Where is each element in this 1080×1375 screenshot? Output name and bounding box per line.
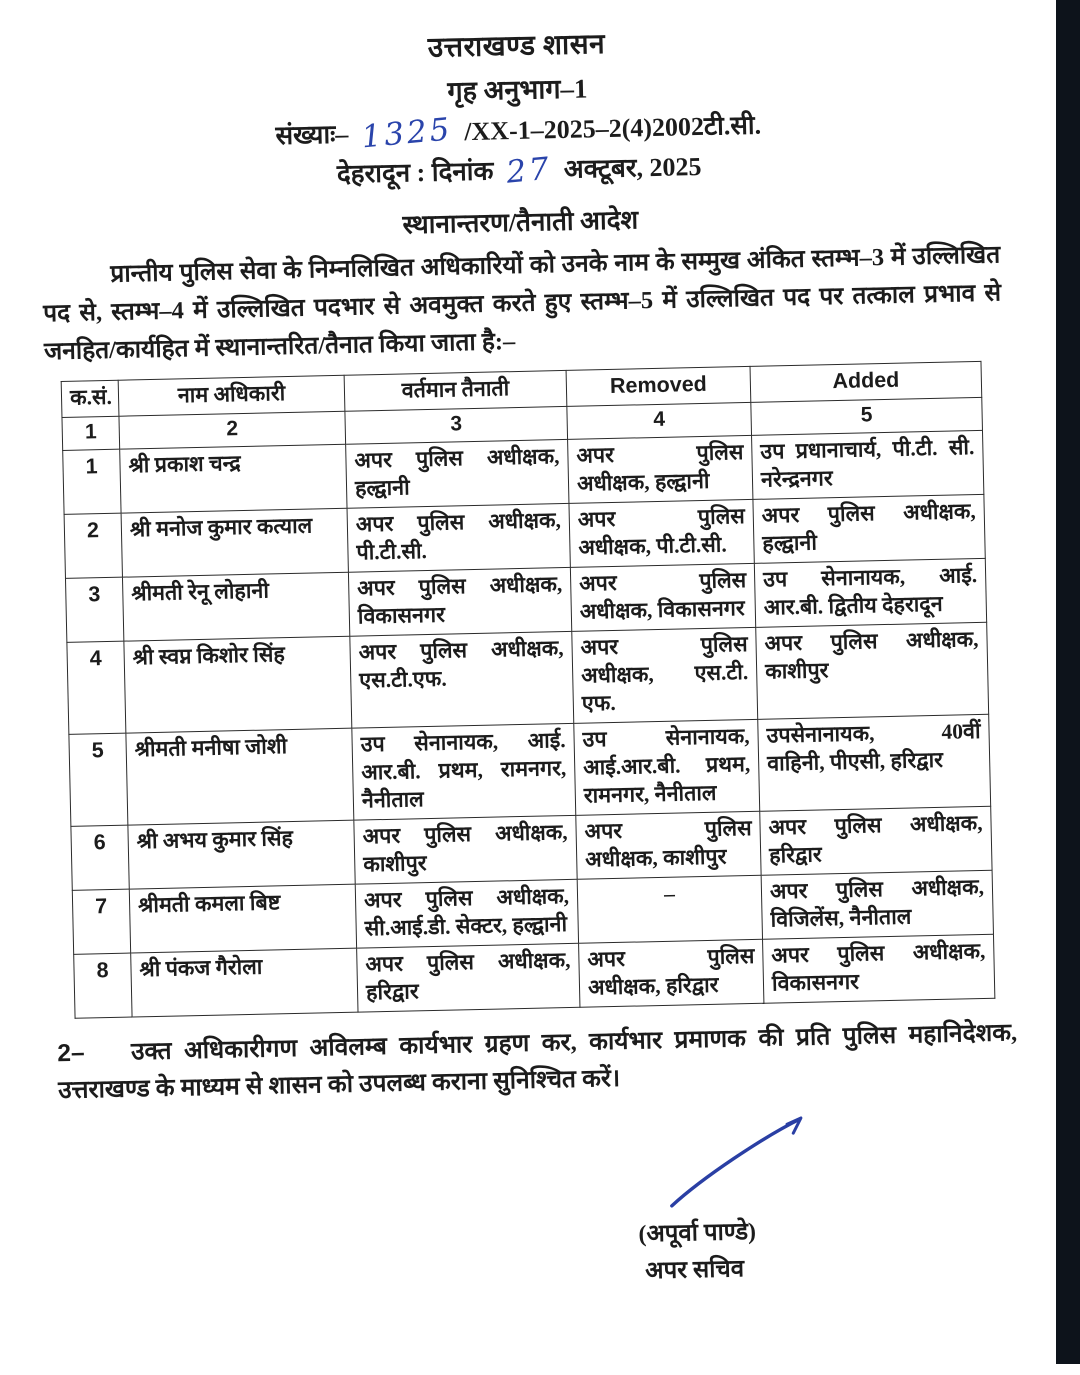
current-posting-cell: अपर पुलिस अधीक्षक, हल्द्वानी — [345, 439, 569, 509]
added-cell: अपर पुलिस अधीक्षक, काशीपुर — [755, 622, 989, 720]
signature-stroke — [670, 1116, 803, 1208]
name-cell: श्री स्वप्न किशोर सिंह — [123, 636, 352, 734]
column-number: 2 — [118, 411, 346, 450]
serial-cell: 3 — [65, 577, 124, 643]
closing-paragraph-text: उक्त अधिकारीगण अविलम्ब कार्यभार ग्रहण कर… — [57, 1019, 1018, 1105]
serial-cell: 6 — [70, 825, 130, 891]
date-suffix: अक्टूबर, 2025 — [563, 151, 702, 184]
intro-paragraph: प्रान्तीय पुलिस सेवा के निम्नलिखित अधिका… — [42, 241, 1002, 366]
current-posting-cell: उप सेनानायक, आई. आर.बी. प्रथम, रामनगर, न… — [351, 723, 576, 821]
header-added: Added — [750, 361, 982, 403]
name-cell: श्रीमती रेनू लोहानी — [122, 572, 350, 642]
removed-cell: अपर पुलिस अधीक्षक, हल्द्वानी — [567, 435, 753, 504]
header-serial: क.सं. — [61, 380, 119, 418]
added-cell: उपसेनानायक, 40वीं वाहिनी, पीएसी, हरिद्वा… — [757, 714, 991, 812]
current-posting-cell: अपर पुलिस अधीक्षक, पी.टी.सी. — [347, 503, 571, 573]
added-cell: अपर पुलिस अधीक्षक, विजिलेंस, नैनीताल — [761, 870, 994, 940]
place-date-prefix: देहरादून : दिनांक — [336, 156, 494, 189]
reference-label: संख्याः– — [275, 119, 349, 151]
added-cell: अपर पुलिस अधीक्षक, विकासनगर — [762, 934, 995, 1004]
screen-edge-strip — [1056, 0, 1080, 1364]
header-removed: Removed — [566, 366, 751, 407]
name-cell: श्री पंकज गैरोला — [130, 948, 359, 1018]
current-posting-cell: अपर पुलिस अधीक्षक, सी.आई.डी. सेक्टर, हल्… — [355, 879, 579, 949]
column-number: 4 — [566, 402, 752, 440]
signature-block: (अपूर्वा पाण्डे) अपर सचिव — [636, 1109, 875, 1286]
header-current-posting: वर्तमान तैनाती — [344, 370, 567, 412]
current-posting-cell: अपर पुलिस अधीक्षक, हरिद्वार — [356, 943, 580, 1013]
signatory-designation: अपर सचिव — [644, 1256, 745, 1285]
reference-rest: /XX-1–2025–2(4)2002टी.सी. — [463, 110, 762, 147]
name-cell: श्री अभय कुमार सिंह — [127, 820, 356, 890]
closing-paragraph-number: 2– — [57, 1039, 85, 1068]
name-cell: श्री प्रकाश चन्द्र — [119, 444, 348, 514]
added-cell: उप प्रधानाचार्य, पी.टी. सी. नरेन्द्रनगर — [751, 430, 984, 500]
serial-cell: 4 — [66, 641, 126, 735]
removed-cell: अपर पुलिस अधीक्षक, एस.टी. एफ. — [571, 627, 758, 724]
name-cell: श्रीमती कमला बिष्ट — [129, 884, 357, 954]
removed-cell: अपर पुलिस अधीक्षक, विकासनगर — [570, 563, 756, 632]
serial-cell: 5 — [68, 733, 128, 827]
column-number: 5 — [750, 397, 983, 436]
added-cell: अपर पुलिस अधीक्षक, हल्द्वानी — [752, 494, 986, 564]
removed-cell: अपर पुलिस अधीक्षक, काशीपुर — [575, 811, 762, 880]
serial-cell: 1 — [62, 449, 122, 515]
handwritten-date: 27 — [504, 150, 554, 191]
closing-paragraph: 2– उक्त अधिकारीगण अविलम्ब कार्यभार ग्रहण… — [57, 1014, 1018, 1109]
serial-cell: 2 — [64, 513, 123, 579]
transfer-table: क.सं. नाम अधिकारी वर्तमान तैनाती Removed… — [61, 361, 996, 1019]
added-cell: अपर पुलिस अधीक्षक, हरिद्वार — [759, 806, 993, 876]
removed-cell: उप सेनानायक, आई.आर.बी. प्रथम, रामनगर, नै… — [573, 719, 760, 816]
column-number: 1 — [61, 416, 120, 451]
removed-cell: – — [577, 875, 763, 944]
document-header: उत्तराखण्ड शासन गृह अनुभाग–1 संख्याः– 13… — [35, 15, 1000, 197]
handwritten-reference-number: 1325 — [359, 111, 454, 156]
serial-cell: 7 — [72, 889, 131, 955]
removed-cell: अपर पुलिस अधीक्षक, हरिद्वार — [578, 939, 764, 1008]
removed-cell: अपर पुलिस अधीक्षक, पी.टी.सी. — [568, 499, 755, 568]
serial-cell: 8 — [73, 953, 133, 1019]
signatory-name: (अपूर्वा पाण्डे) — [638, 1219, 757, 1248]
added-cell: उप सेनानायक, आई. आर.बी. द्वितीय देहरादून — [754, 558, 987, 628]
name-cell: श्रीमती मनीषा जोशी — [125, 728, 354, 826]
name-cell: श्री मनोज कुमार कत्याल — [121, 508, 349, 578]
current-posting-cell: अपर पुलिस अधीक्षक, काशीपुर — [353, 815, 578, 885]
current-posting-cell: अपर पुलिस अधीक्षक, विकासनगर — [348, 567, 572, 637]
current-posting-cell: अपर पुलिस अधीक्षक, एस.टी.एफ. — [349, 631, 574, 729]
column-number: 3 — [344, 406, 568, 445]
header-officer-name: नाम अधिकारी — [118, 375, 345, 417]
